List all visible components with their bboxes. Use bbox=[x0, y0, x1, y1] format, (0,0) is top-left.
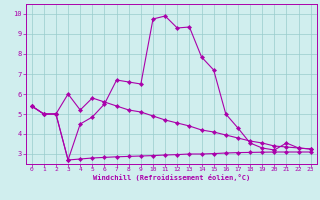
X-axis label: Windchill (Refroidissement éolien,°C): Windchill (Refroidissement éolien,°C) bbox=[92, 174, 250, 181]
